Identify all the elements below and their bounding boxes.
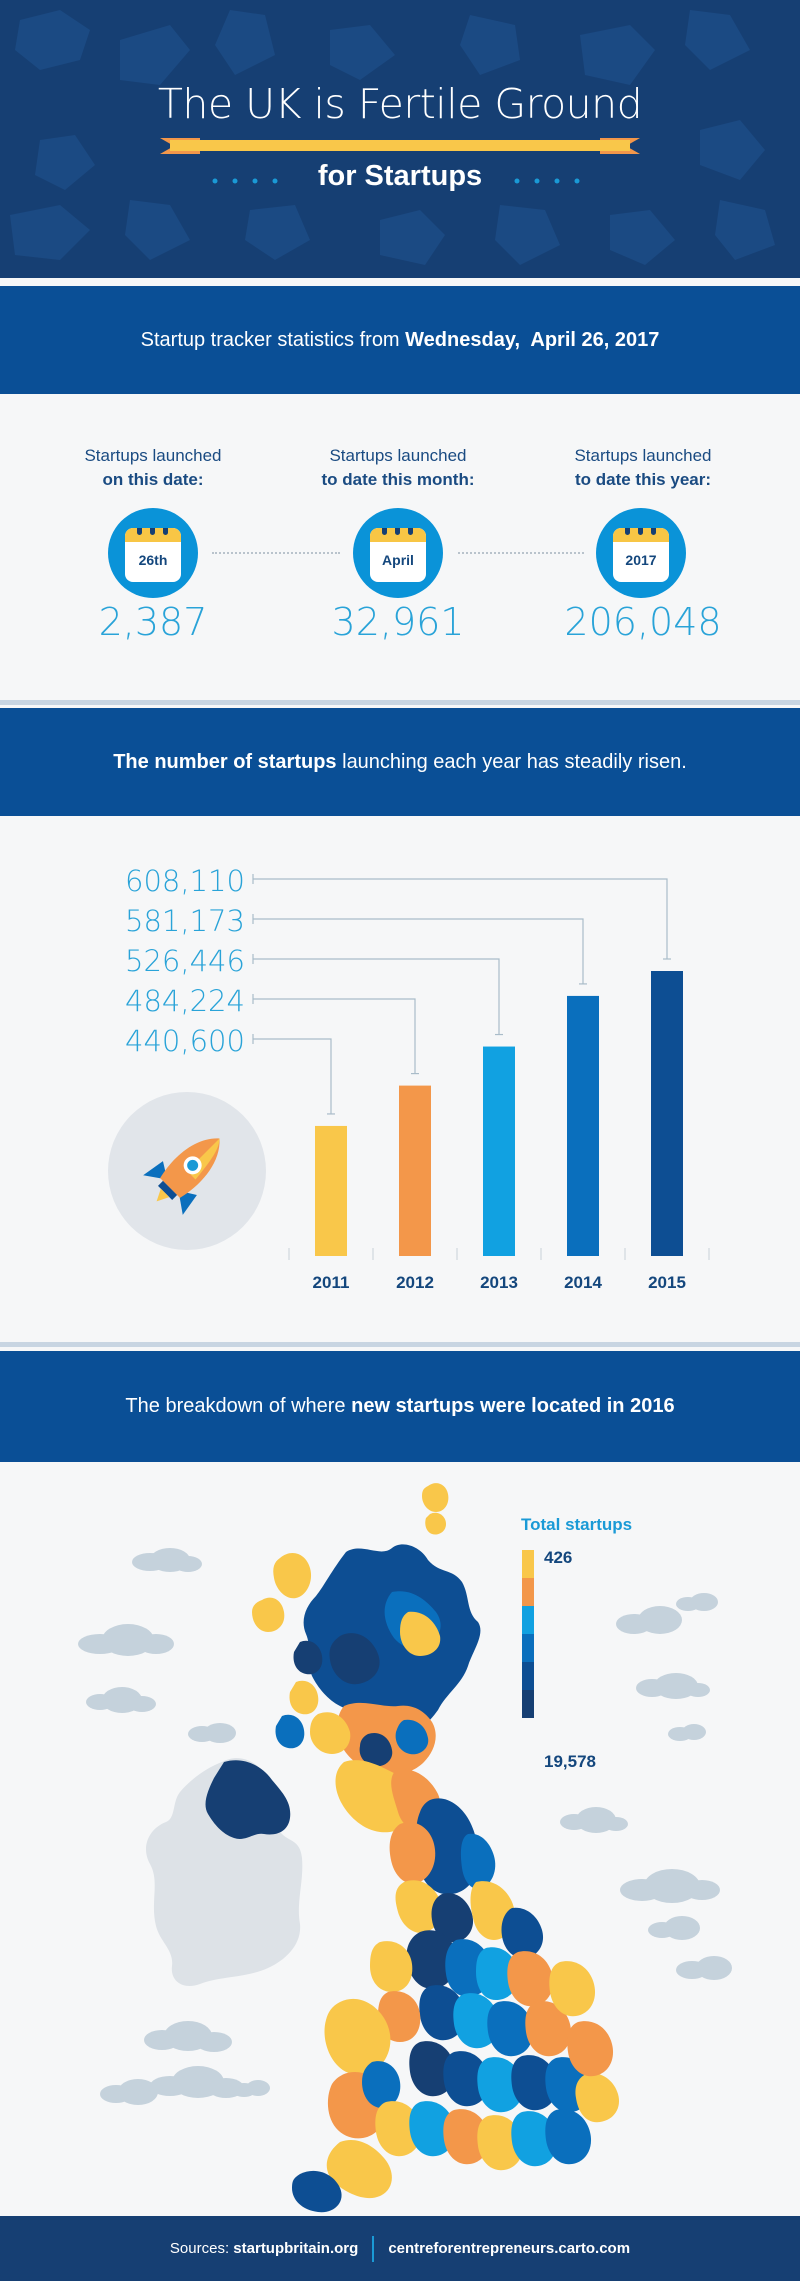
stat-day-label-line2: on this date: <box>102 470 204 489</box>
footer-source-link-1[interactable]: startupbritain.org <box>233 2240 359 2257</box>
growth-banner-bold: The number of startups <box>113 750 337 773</box>
growth-banner: The number of startups launching each ye… <box>0 708 800 816</box>
calendar-icon: 26th <box>108 508 198 598</box>
background-map-pattern <box>10 10 775 265</box>
legend-min-value: 426 <box>544 1548 573 1567</box>
calendar-year-text: 2017 <box>625 552 657 568</box>
dots-right <box>514 178 580 184</box>
great-britain-regions <box>292 1544 620 2213</box>
tracker-date-banner: Startup tracker statistics from Wednesda… <box>0 286 800 394</box>
bar-connector-line <box>253 878 668 959</box>
x-axis-label: 2014 <box>564 1273 602 1292</box>
bar-2014 <box>567 995 599 1256</box>
x-axis-label: 2011 <box>313 1273 350 1292</box>
breakdown-banner-bold: new startups were located in 2016 <box>351 1395 675 1417</box>
footer: Sources: startupbritain.org centreforent… <box>0 2216 800 2281</box>
legend-swatch <box>522 1606 534 1634</box>
stat-year-label-line1: Startups launched <box>574 446 712 465</box>
legend-title: Total startups <box>521 1515 633 1534</box>
stat-value-day: 2,387 <box>98 600 208 644</box>
growth-banner-text: launching each year has steadily risen. <box>336 750 687 773</box>
rocket-icon <box>143 1138 220 1215</box>
calendar-icon: 2017 <box>596 508 686 598</box>
x-axis-label: 2013 <box>480 1273 518 1292</box>
legend-color-scale <box>522 1550 534 1718</box>
x-axis-label: 2015 <box>648 1273 686 1292</box>
page-subtitle: for Startups <box>317 160 483 192</box>
divider-line <box>0 700 800 705</box>
bar-value-label: 484,224 <box>125 984 245 1018</box>
chart-layer: 608,110 581,173 526,446 484,224 440,600 2011 2… <box>125 864 710 1292</box>
tracker-date: Wednesday, April 26, 2017 <box>405 328 660 351</box>
stat-year-label-line2: to date this year: <box>574 470 712 489</box>
x-axis-label: 2012 <box>396 1273 434 1292</box>
stat-value-month: 32,961 <box>331 600 465 644</box>
bar-2012 <box>399 1085 431 1256</box>
scottish-islands <box>252 1483 449 1749</box>
bar-value-label: 608,110 <box>125 864 245 898</box>
bar-value-label: 526,446 <box>125 944 245 978</box>
startups-bar-chart: 608,110 581,173 526,446 484,224 440,600 2011 2… <box>125 864 710 1292</box>
stat-month-label-line1: Startups launched <box>329 446 467 465</box>
cloud-icons <box>78 1548 732 2105</box>
bar-connector-line <box>253 918 584 984</box>
title-ribbon <box>160 138 640 154</box>
header-separator <box>0 278 800 286</box>
bar-connector-line <box>253 998 416 1074</box>
bar-connector-line <box>253 1038 332 1114</box>
footer-source-link-2[interactable]: centreforentrepreneurs.carto.com <box>388 2240 631 2257</box>
stat-label-year: Startups launched to date this year: <box>528 444 758 492</box>
stat-label-day: Startups launched on this date: <box>38 444 268 492</box>
bar-2013 <box>483 1046 515 1256</box>
breakdown-banner-text: The breakdown of where <box>125 1395 352 1417</box>
legend-swatch <box>522 1550 534 1578</box>
dotted-connector-1 <box>212 552 340 554</box>
footer-sources-label: Sources: <box>169 2240 234 2257</box>
bar-2011 <box>315 1125 347 1256</box>
bar-connector-line <box>253 958 500 1035</box>
stat-label-month: Startups launched to date this month: <box>283 444 513 492</box>
footer-divider <box>372 2235 375 2262</box>
legend-swatch <box>522 1578 534 1606</box>
stat-value-year: 206,048 <box>564 600 722 644</box>
legend-swatch <box>522 1662 534 1690</box>
page-title: The UK is Fertile Ground <box>157 80 643 128</box>
dotted-connector-2 <box>458 552 584 554</box>
calendar-day-text: 26th <box>138 552 168 568</box>
legend-swatch <box>522 1634 534 1662</box>
northern-ireland-shape <box>205 1760 291 1839</box>
stat-day-label-line1: Startups launched <box>84 446 222 465</box>
stat-month-label-line2: to date this month: <box>321 470 475 489</box>
bar-value-label: 581,173 <box>125 904 245 938</box>
calendar-icon: April <box>353 508 443 598</box>
dots-left <box>212 178 278 184</box>
rocket-circle <box>108 1092 266 1250</box>
legend-max-value: 19,578 <box>544 1752 596 1771</box>
header-banner: The UK is Fertile Ground for Startups <box>0 0 800 278</box>
bar-2015 <box>651 971 683 1256</box>
calendar-month-text: April <box>382 552 414 568</box>
uk-startups-map <box>78 1483 732 2213</box>
legend-swatch <box>522 1690 534 1718</box>
breakdown-banner: The breakdown of where new startups were… <box>0 1351 800 1462</box>
bar-value-label: 440,600 <box>125 1024 245 1058</box>
tracker-date-prefix: Startup tracker statistics from <box>140 328 406 351</box>
divider-line <box>0 1342 800 1347</box>
